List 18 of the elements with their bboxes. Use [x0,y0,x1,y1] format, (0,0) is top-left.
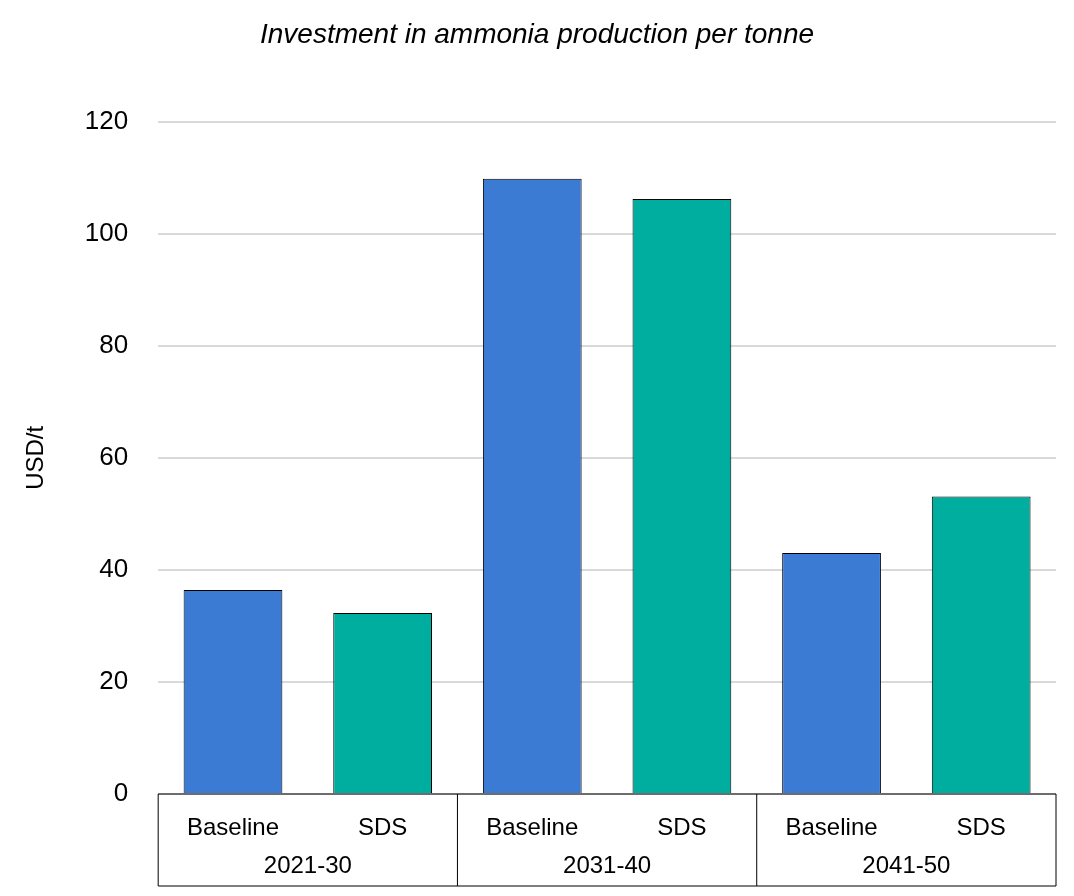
x-tick-label: Baseline [486,813,579,841]
x-tick-label: Baseline [785,813,878,841]
x-tick-label: SDS [956,813,1006,841]
x-tick-label: SDS [357,813,408,841]
chart-title: Investment in ammonia production per tonne [259,17,815,49]
y-axis-title: USD/t [21,425,49,490]
y-tick-label: 100 [84,216,129,247]
x-tick-label: SDS [657,813,707,841]
y-tick-label: 40 [99,553,129,584]
y-tick-label: 80 [99,328,129,359]
text: 2041-50 [862,850,951,878]
text: 2021-30 [263,850,352,878]
y-tick-label: 0 [113,777,129,808]
y-tick-label: 20 [99,665,129,696]
x-tick-label: Baseline [186,813,280,841]
text: 2031-40 [563,850,652,878]
y-tick-label: 120 [84,104,129,135]
y-tick-label: 60 [99,440,129,471]
